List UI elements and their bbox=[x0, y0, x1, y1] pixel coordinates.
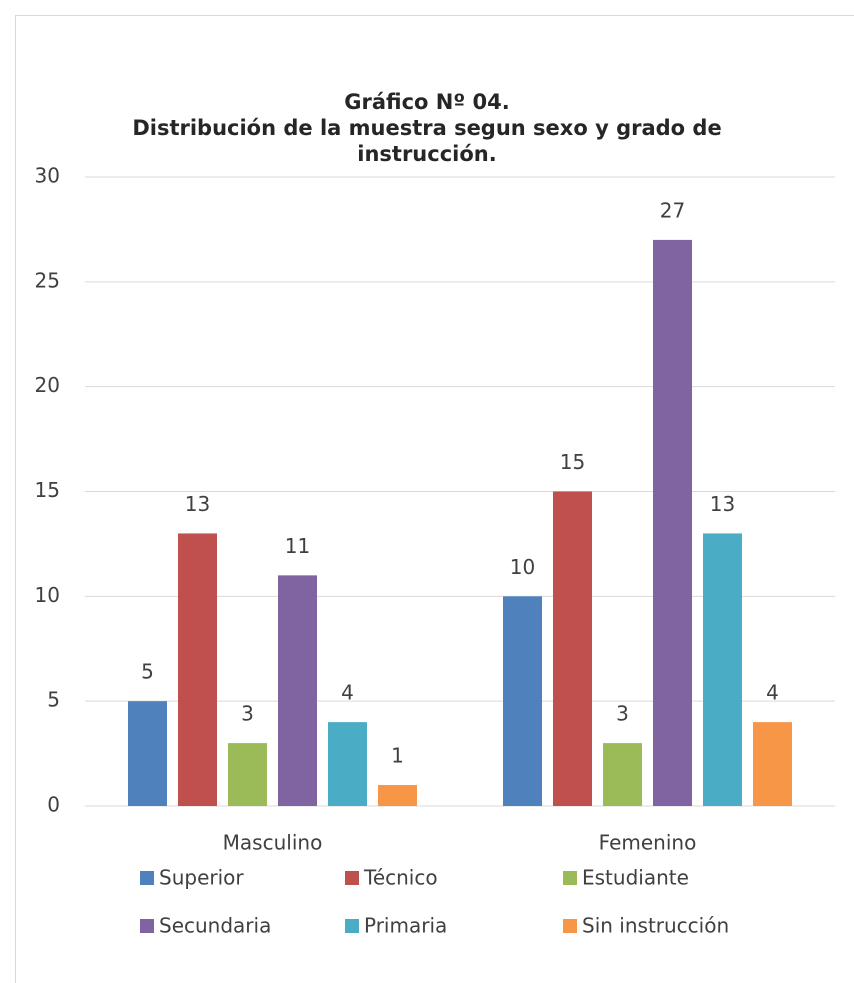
y-tick-label: 25 bbox=[35, 268, 60, 292]
data-label: 3 bbox=[241, 702, 254, 726]
bar bbox=[753, 722, 792, 806]
legend-label: Superior bbox=[159, 866, 244, 890]
data-label: 13 bbox=[710, 492, 735, 516]
legend-label: Técnico bbox=[363, 866, 438, 890]
y-tick-label: 20 bbox=[35, 373, 60, 397]
bar bbox=[703, 533, 742, 806]
x-tick-label: Femenino bbox=[599, 831, 697, 855]
data-label: 1 bbox=[391, 744, 404, 768]
y-tick-label: 0 bbox=[47, 793, 60, 817]
y-tick-label: 10 bbox=[35, 583, 60, 607]
y-tick-label: 15 bbox=[35, 478, 60, 502]
bar bbox=[328, 722, 367, 806]
y-tick-label: 30 bbox=[35, 164, 60, 188]
legend-label: Sin instrucción bbox=[582, 914, 729, 938]
legend-label: Secundaria bbox=[159, 914, 271, 938]
legend-swatch bbox=[563, 919, 577, 933]
legend-label: Estudiante bbox=[582, 866, 689, 890]
legend-swatch bbox=[140, 871, 154, 885]
legend-label: Primaria bbox=[364, 914, 447, 938]
bar bbox=[503, 596, 542, 806]
data-label: 11 bbox=[285, 534, 310, 558]
legend-swatch bbox=[345, 919, 359, 933]
data-label: 15 bbox=[560, 450, 585, 474]
legend-swatch bbox=[140, 919, 154, 933]
data-label: 27 bbox=[660, 198, 685, 222]
bar bbox=[178, 533, 217, 806]
bar bbox=[653, 239, 692, 806]
data-label: 4 bbox=[341, 681, 354, 705]
bar bbox=[278, 575, 317, 806]
bar bbox=[553, 491, 592, 806]
y-tick-label: 5 bbox=[47, 688, 60, 712]
data-label: 5 bbox=[141, 660, 154, 684]
data-label: 3 bbox=[616, 702, 629, 726]
legend-swatch bbox=[345, 871, 359, 885]
bar bbox=[603, 743, 642, 806]
legend-swatch bbox=[563, 871, 577, 885]
bar bbox=[378, 785, 417, 806]
bar bbox=[228, 743, 267, 806]
x-tick-label: Masculino bbox=[223, 831, 323, 855]
data-label: 13 bbox=[185, 492, 210, 516]
data-label: 4 bbox=[766, 681, 779, 705]
chart-title: Distribución de la muestra segun sexo y … bbox=[132, 116, 721, 140]
bar bbox=[128, 701, 167, 806]
data-label: 10 bbox=[510, 555, 535, 579]
chart-title: instrucción. bbox=[357, 142, 496, 166]
chart-title: Gráfico Nº 04. bbox=[344, 90, 509, 114]
